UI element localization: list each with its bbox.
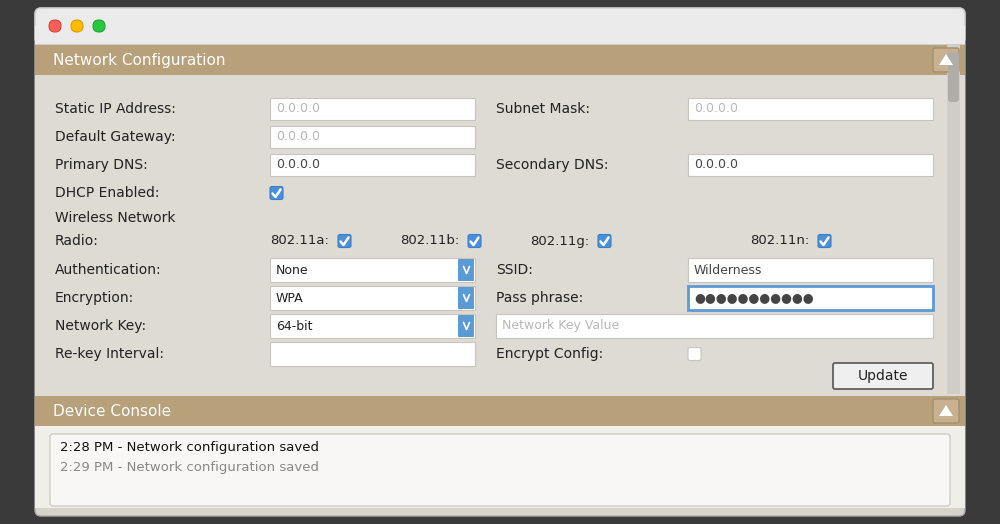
Text: Default Gateway:: Default Gateway: <box>55 130 176 144</box>
FancyBboxPatch shape <box>818 235 831 247</box>
Text: Encrypt Config:: Encrypt Config: <box>496 347 603 361</box>
Text: 2:29 PM - Network configuration saved: 2:29 PM - Network configuration saved <box>60 462 319 475</box>
FancyBboxPatch shape <box>49 20 61 32</box>
Bar <box>35 426 965 508</box>
FancyBboxPatch shape <box>35 8 965 516</box>
FancyBboxPatch shape <box>93 20 105 32</box>
Text: WPA: WPA <box>276 291 304 304</box>
Text: Primary DNS:: Primary DNS: <box>55 158 148 172</box>
Bar <box>947 44 960 394</box>
FancyBboxPatch shape <box>598 235 611 247</box>
FancyBboxPatch shape <box>458 287 474 309</box>
FancyBboxPatch shape <box>933 399 959 423</box>
FancyBboxPatch shape <box>50 434 950 506</box>
Bar <box>35 44 965 45</box>
Text: 802.11a:: 802.11a: <box>270 235 329 247</box>
Text: 0.0.0.0: 0.0.0.0 <box>694 158 738 171</box>
Text: 802.11b:: 802.11b: <box>400 235 459 247</box>
FancyBboxPatch shape <box>71 20 83 32</box>
FancyBboxPatch shape <box>458 259 474 281</box>
Text: Wireless Network: Wireless Network <box>55 211 176 225</box>
Text: Secondary DNS:: Secondary DNS: <box>496 158 608 172</box>
FancyBboxPatch shape <box>933 48 959 72</box>
FancyBboxPatch shape <box>833 363 933 389</box>
Bar <box>35 396 965 426</box>
Bar <box>35 75 965 396</box>
FancyBboxPatch shape <box>948 52 959 102</box>
Bar <box>35 45 965 75</box>
Bar <box>688 258 933 282</box>
FancyBboxPatch shape <box>270 187 283 200</box>
Bar <box>35 26 965 44</box>
Bar <box>270 154 475 176</box>
Text: Pass phrase:: Pass phrase: <box>496 291 583 305</box>
Bar <box>270 98 475 120</box>
Text: Authentication:: Authentication: <box>55 263 162 277</box>
Text: 802.11g:: 802.11g: <box>530 235 589 247</box>
Text: 2:28 PM - Network configuration saved: 2:28 PM - Network configuration saved <box>60 442 319 454</box>
Text: 0.0.0.0: 0.0.0.0 <box>276 103 320 115</box>
Bar <box>688 286 933 310</box>
Text: 0.0.0.0: 0.0.0.0 <box>694 103 738 115</box>
Text: ●●●●●●●●●●●: ●●●●●●●●●●● <box>694 291 814 304</box>
Bar <box>496 314 933 338</box>
Polygon shape <box>939 405 953 416</box>
Text: Static IP Address:: Static IP Address: <box>55 102 176 116</box>
Text: None: None <box>276 264 309 277</box>
Text: Re-key Interval:: Re-key Interval: <box>55 347 164 361</box>
Text: SSID:: SSID: <box>496 263 533 277</box>
FancyBboxPatch shape <box>468 235 481 247</box>
Text: Network Key:: Network Key: <box>55 319 146 333</box>
Text: Device Console: Device Console <box>53 403 171 419</box>
Text: 0.0.0.0: 0.0.0.0 <box>276 158 320 171</box>
Bar <box>270 342 475 366</box>
Text: 0.0.0.0: 0.0.0.0 <box>276 130 320 144</box>
Bar <box>270 258 475 282</box>
Text: Subnet Mask:: Subnet Mask: <box>496 102 590 116</box>
FancyBboxPatch shape <box>338 235 351 247</box>
Text: 802.11n:: 802.11n: <box>750 235 809 247</box>
Bar <box>270 126 475 148</box>
Text: DHCP Enabled:: DHCP Enabled: <box>55 186 160 200</box>
FancyBboxPatch shape <box>458 315 474 337</box>
Text: Radio:: Radio: <box>55 234 99 248</box>
Text: Update: Update <box>858 369 908 383</box>
Bar <box>270 314 475 338</box>
Text: Encryption:: Encryption: <box>55 291 134 305</box>
Polygon shape <box>939 54 953 65</box>
Text: Network Configuration: Network Configuration <box>53 52 226 68</box>
Text: 64-bit: 64-bit <box>276 320 312 333</box>
Text: Network Key Value: Network Key Value <box>502 320 619 333</box>
FancyBboxPatch shape <box>688 347 701 361</box>
Bar <box>270 286 475 310</box>
FancyBboxPatch shape <box>35 8 965 44</box>
Text: Wilderness: Wilderness <box>694 264 762 277</box>
Bar <box>688 154 933 176</box>
Bar <box>688 98 933 120</box>
